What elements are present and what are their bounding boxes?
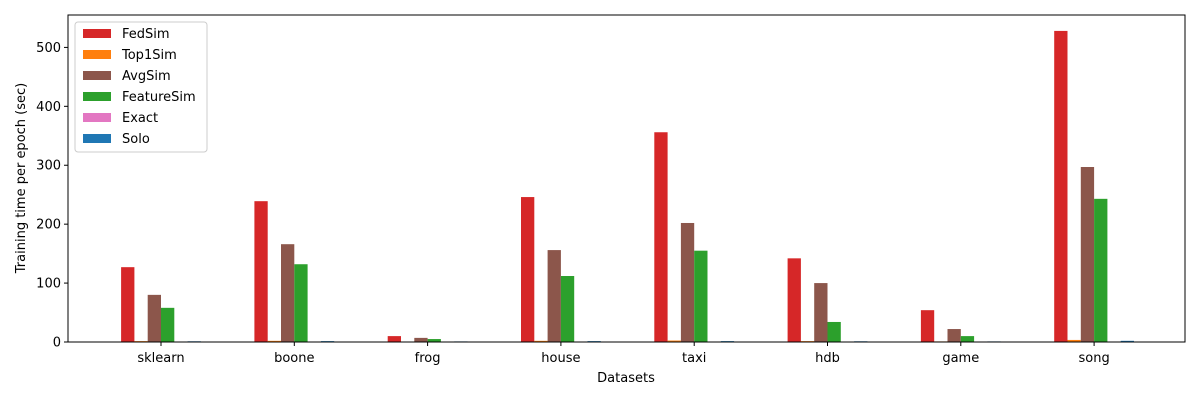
x-tick-label: boone bbox=[274, 351, 314, 366]
bar-avgsim-game bbox=[948, 329, 961, 342]
bar-fedsim-song bbox=[1054, 31, 1067, 342]
legend-label-featuresim: FeatureSim bbox=[122, 90, 196, 105]
x-axis-label: Datasets bbox=[597, 371, 655, 386]
bar-fedsim-frog bbox=[388, 336, 401, 342]
legend-swatch-avgsim bbox=[83, 71, 111, 80]
bar-featuresim-taxi bbox=[694, 251, 707, 342]
y-tick-label: 0 bbox=[53, 336, 61, 351]
x-axis: sklearn boone frog house taxi hdb game song bbox=[137, 342, 1109, 366]
legend-label-top1sim: Top1Sim bbox=[121, 48, 177, 63]
x-tick-label: taxi bbox=[682, 351, 706, 366]
plot-frame bbox=[68, 15, 1185, 342]
y-axis: 0 100 200 300 400 500 bbox=[36, 41, 68, 351]
legend-label-exact: Exact bbox=[122, 111, 158, 126]
y-tick-label: 400 bbox=[36, 100, 61, 115]
bar-avgsim-song bbox=[1081, 167, 1094, 342]
bar-featuresim-boone bbox=[294, 264, 307, 342]
y-tick-label: 200 bbox=[36, 218, 61, 233]
bar-featuresim-song bbox=[1094, 199, 1107, 342]
bar-avgsim-house bbox=[548, 250, 561, 342]
x-tick-label: house bbox=[541, 351, 580, 366]
bar-avgsim-boone bbox=[281, 244, 294, 342]
bar-avgsim-hdb bbox=[814, 283, 827, 342]
y-axis-label: Training time per epoch (sec) bbox=[14, 83, 29, 274]
bar-fedsim-sklearn bbox=[121, 267, 134, 342]
legend-swatch-fedsim bbox=[83, 29, 111, 38]
legend-swatch-featuresim bbox=[83, 92, 111, 101]
bar-fedsim-game bbox=[921, 310, 934, 342]
legend-swatch-exact bbox=[83, 113, 111, 122]
x-tick-label: sklearn bbox=[137, 351, 184, 366]
bar-fedsim-taxi bbox=[654, 132, 667, 342]
x-tick-label: game bbox=[942, 351, 979, 366]
bar-featuresim-sklearn bbox=[161, 308, 174, 342]
bar-featuresim-hdb bbox=[828, 322, 841, 342]
bar-avgsim-taxi bbox=[681, 223, 694, 342]
legend-label-solo: Solo bbox=[122, 132, 150, 147]
legend-label-avgsim: AvgSim bbox=[122, 69, 171, 84]
legend-swatch-solo bbox=[83, 134, 111, 143]
y-tick-label: 500 bbox=[36, 41, 61, 56]
x-tick-label: song bbox=[1078, 351, 1109, 366]
x-tick-label: hdb bbox=[815, 351, 840, 366]
legend: FedSim Top1Sim AvgSim FeatureSim Exact Solo bbox=[75, 22, 207, 152]
y-tick-label: 300 bbox=[36, 159, 61, 174]
y-tick-label: 100 bbox=[36, 277, 61, 292]
legend-swatch-top1sim bbox=[83, 50, 111, 59]
legend-label-fedsim: FedSim bbox=[122, 27, 170, 42]
bar-fedsim-house bbox=[521, 197, 534, 342]
x-tick-label: frog bbox=[415, 351, 441, 366]
bars-layer bbox=[121, 31, 1134, 342]
bar-fedsim-hdb bbox=[788, 258, 801, 342]
bar-avgsim-frog bbox=[414, 338, 427, 342]
bar-featuresim-game bbox=[961, 336, 974, 342]
bar-avgsim-sklearn bbox=[148, 295, 161, 342]
bar-fedsim-boone bbox=[254, 201, 267, 342]
bar-featuresim-house bbox=[561, 276, 574, 342]
